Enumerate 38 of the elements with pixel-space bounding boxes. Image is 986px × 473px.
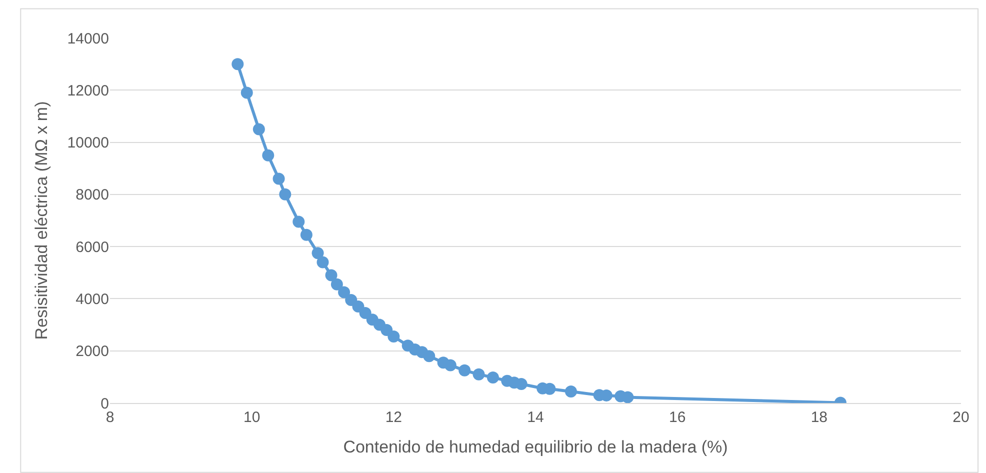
point (486, 371, 499, 384)
y-tick-label: 6000 (76, 238, 109, 256)
point (240, 86, 253, 99)
x-tick-label: 20 (952, 409, 970, 426)
point (564, 386, 577, 398)
y-axis-title: Resisitividad eléctrica (MΩ x m) (32, 101, 51, 340)
point (338, 286, 350, 298)
point (330, 278, 343, 290)
y-tick-label: 10000 (67, 134, 109, 152)
point (423, 350, 436, 362)
y-tick-label: 2000 (76, 343, 109, 360)
point (262, 149, 274, 162)
x-tick-label: 18 (810, 409, 828, 426)
point (472, 368, 485, 380)
point (316, 256, 329, 268)
point (292, 216, 305, 228)
point (515, 378, 528, 390)
point (352, 300, 364, 313)
point (252, 123, 265, 136)
x-axis-title: Contenido de humedad equilibrio de la madera (%) (343, 437, 728, 456)
x-tick-label: 10 (243, 409, 260, 426)
point (279, 188, 292, 200)
x-tick-label: 12 (385, 409, 402, 426)
point (345, 294, 358, 306)
point (388, 330, 400, 343)
y-tick-label: 12000 (67, 82, 109, 100)
point (458, 364, 471, 376)
point (444, 359, 456, 372)
point (232, 58, 244, 70)
x-tick-label: 16 (668, 409, 686, 426)
y-tick-label: 4000 (76, 290, 109, 308)
point (272, 172, 285, 185)
point (312, 247, 324, 260)
point (300, 228, 312, 241)
y-tick-label: 8000 (76, 186, 109, 204)
x-tick-label: 14 (527, 409, 544, 426)
y-tick-label: 14000 (67, 30, 109, 48)
point (325, 269, 338, 282)
